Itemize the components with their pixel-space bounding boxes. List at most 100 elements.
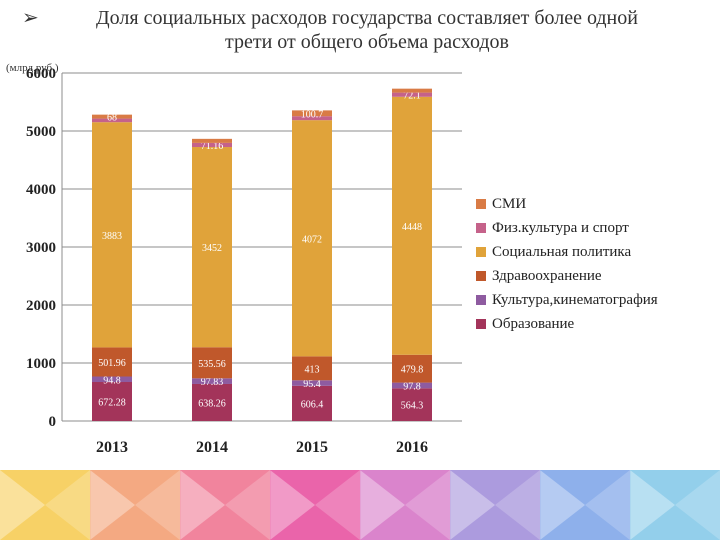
bar-segment bbox=[92, 122, 132, 348]
bullet-arrow-icon: ➢ bbox=[22, 7, 39, 29]
footer-block bbox=[0, 470, 91, 540]
y-axis-unit-label: (млрд.руб.) bbox=[6, 62, 59, 74]
data-label: 71.16 bbox=[201, 141, 224, 152]
footer-triangle bbox=[405, 470, 450, 540]
legend-item: СМИ bbox=[476, 192, 658, 216]
x-tick-label: 2016 bbox=[396, 439, 428, 456]
legend: СМИ Физ.культура и спорт Социальная полити… bbox=[476, 192, 658, 336]
bar-segment bbox=[92, 382, 132, 421]
footer-triangle bbox=[45, 470, 90, 540]
bar-segment bbox=[392, 96, 432, 355]
data-label: 97.83 bbox=[201, 377, 224, 388]
chart-title: ➢ Доля социальных расходов государства с… bbox=[22, 6, 712, 54]
data-label: 672.28 bbox=[98, 398, 126, 409]
footer-triangle bbox=[315, 470, 360, 540]
x-tick-label: 2015 bbox=[296, 439, 328, 456]
legend-label: Культура,кинематография bbox=[492, 291, 658, 308]
data-label: 564.3 bbox=[401, 401, 424, 412]
bar-segment bbox=[192, 147, 232, 348]
data-label: 94.8 bbox=[103, 375, 121, 386]
y-tick-label: 0 bbox=[49, 414, 57, 430]
footer-block bbox=[270, 470, 361, 540]
bar-segment bbox=[292, 120, 332, 357]
bar-segment bbox=[392, 388, 432, 421]
footer-block bbox=[180, 470, 271, 540]
data-label: 4072 bbox=[302, 234, 322, 245]
footer-triangle bbox=[675, 470, 720, 540]
legend-item: Культура,кинематография bbox=[476, 288, 658, 312]
bar-segment bbox=[192, 347, 232, 379]
bar-segment bbox=[92, 118, 132, 123]
footer-triangle bbox=[180, 470, 225, 540]
bar-segment bbox=[192, 142, 232, 148]
y-tick-label: 5000 bbox=[26, 124, 56, 140]
legend-swatch bbox=[476, 295, 486, 305]
data-label: 3883 bbox=[102, 231, 122, 242]
bar-segment bbox=[392, 88, 432, 93]
y-tick-label: 2000 bbox=[26, 298, 56, 314]
footer-block bbox=[630, 470, 720, 540]
bar-segment bbox=[92, 114, 132, 119]
bar-segment bbox=[292, 116, 332, 121]
legend-item: Образование bbox=[476, 312, 658, 336]
legend-swatch bbox=[476, 271, 486, 281]
footer-triangle bbox=[360, 470, 405, 540]
decorative-footer-band bbox=[0, 470, 720, 540]
bar-segment bbox=[392, 354, 432, 383]
footer-triangle bbox=[450, 470, 495, 540]
x-tick-label: 2014 bbox=[196, 439, 228, 456]
data-label: 479.8 bbox=[401, 365, 424, 376]
footer-block bbox=[90, 470, 181, 540]
bar-segment bbox=[292, 110, 332, 117]
footer-block bbox=[450, 470, 541, 540]
data-label: 638.26 bbox=[198, 398, 226, 409]
footer-triangle bbox=[495, 470, 540, 540]
bar-segment bbox=[192, 378, 232, 384]
data-label: 68 bbox=[107, 113, 117, 124]
data-label: 100.7 bbox=[301, 109, 324, 120]
footer-triangle bbox=[0, 470, 45, 540]
legend-swatch bbox=[476, 199, 486, 209]
bar-segment bbox=[192, 138, 232, 143]
footer-triangle bbox=[135, 470, 180, 540]
y-tick-label: 6000 bbox=[26, 66, 56, 82]
footer-triangle bbox=[630, 470, 675, 540]
bar-segment bbox=[292, 380, 332, 386]
stacked-bar-chart: 0 1000 2000 3000 4000 5000 6000 672.28 94.8 501.9… bbox=[26, 66, 462, 456]
data-label: 413 bbox=[305, 364, 320, 375]
legend-item: Физ.культура и спорт bbox=[476, 216, 658, 240]
data-label: 95.4 bbox=[303, 379, 321, 390]
bar-segment bbox=[392, 92, 432, 97]
legend-label: СМИ bbox=[492, 195, 527, 212]
footer-triangle bbox=[270, 470, 315, 540]
legend-swatch bbox=[476, 247, 486, 257]
bar-segment bbox=[292, 385, 332, 421]
footer-block bbox=[360, 470, 451, 540]
bar-segment bbox=[392, 382, 432, 389]
x-tick-label: 2013 bbox=[96, 439, 128, 456]
y-tick-label: 4000 bbox=[26, 182, 56, 198]
bar-segment bbox=[92, 347, 132, 377]
legend-label: Физ.культура и спорт bbox=[492, 219, 629, 236]
title-line-1: Доля социальных расходов государства сос… bbox=[96, 7, 638, 29]
data-label: 535.56 bbox=[198, 359, 226, 370]
data-label: 4448 bbox=[402, 222, 422, 233]
footer-triangle bbox=[540, 470, 585, 540]
footer-triangle bbox=[225, 470, 270, 540]
y-tick-label: 3000 bbox=[26, 240, 56, 256]
data-label: 97.8 bbox=[403, 381, 421, 392]
bar-segment bbox=[92, 376, 132, 383]
legend-swatch bbox=[476, 319, 486, 329]
footer-triangle bbox=[585, 470, 630, 540]
bar-segment bbox=[192, 383, 232, 421]
data-label: 501.96 bbox=[98, 358, 126, 369]
data-label: 72.1 bbox=[403, 91, 421, 102]
legend-label: Социальная политика bbox=[492, 243, 632, 260]
legend-label: Образование bbox=[492, 315, 575, 332]
y-tick-label: 1000 bbox=[26, 356, 56, 372]
data-label: 606.4 bbox=[301, 399, 324, 410]
title-line-2: трети от общего объема расходов bbox=[224, 31, 509, 53]
legend-label: Здравоохранение bbox=[492, 267, 602, 284]
data-label: 3452 bbox=[202, 243, 222, 254]
legend-swatch bbox=[476, 223, 486, 233]
